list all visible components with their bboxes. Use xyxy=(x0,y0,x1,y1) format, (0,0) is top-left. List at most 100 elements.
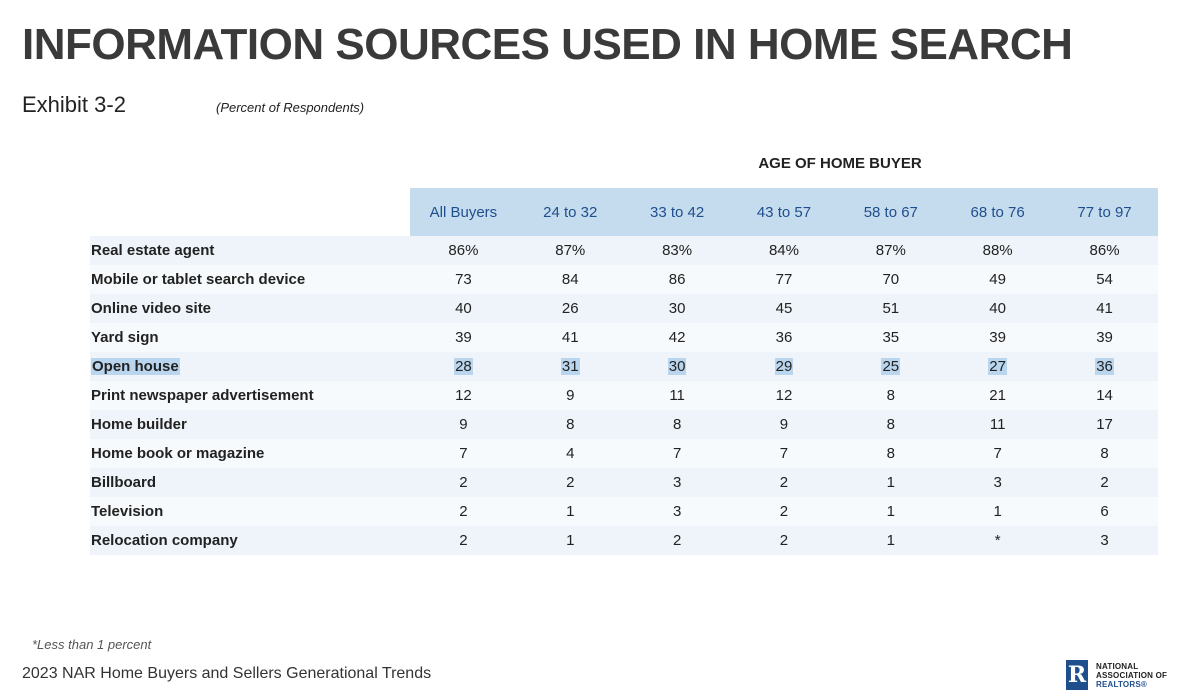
value-cell: 36 xyxy=(730,323,838,352)
cell-value: 2 xyxy=(779,532,789,549)
cell-value: 2 xyxy=(459,474,468,491)
cell-value: 88% xyxy=(982,242,1013,259)
cell-value: 21 xyxy=(989,387,1006,404)
table-row: Home builder 9 8 8 9 8 11 17 xyxy=(90,410,1158,439)
age-group-header: AGE OF HOME BUYER xyxy=(758,155,922,172)
row-label: Print newspaper advertisement xyxy=(91,387,314,404)
cell-value: 8 xyxy=(886,416,895,433)
cell-value: 11 xyxy=(989,416,1006,433)
column-header: 33 to 42 xyxy=(623,188,731,236)
row-label: Home builder xyxy=(91,416,187,433)
value-cell: 9 xyxy=(410,410,517,439)
value-cell: 29 xyxy=(730,352,838,381)
table-row: Relocation company 2 1 2 2 1 * 3 xyxy=(90,526,1158,555)
row-label-cell: Relocation company xyxy=(90,526,410,555)
cell-value: 35 xyxy=(882,329,900,346)
row-label-cell: Yard sign xyxy=(90,323,410,352)
row-label-cell: Home builder xyxy=(90,410,410,439)
cell-value: 9 xyxy=(779,416,789,433)
cell-value: 2 xyxy=(566,474,575,491)
cell-value: 1 xyxy=(566,532,575,549)
value-cell: 2 xyxy=(410,526,517,555)
value-cell: 8 xyxy=(623,410,731,439)
cell-value: 2 xyxy=(459,532,468,549)
cell-value: 17 xyxy=(1096,416,1113,433)
value-cell: 8 xyxy=(1051,439,1158,468)
value-cell: 2 xyxy=(1051,468,1158,497)
value-cell: 27 xyxy=(944,352,1052,381)
cell-value: 3 xyxy=(1100,532,1109,549)
value-cell: 86 xyxy=(623,265,731,294)
value-cell: 84 xyxy=(516,265,624,294)
value-cell: 30 xyxy=(623,352,731,381)
value-cell: 3 xyxy=(944,468,1052,497)
value-cell: 1 xyxy=(837,468,945,497)
logo-line: REALTORS® xyxy=(1096,679,1147,689)
column-header: All Buyers xyxy=(410,188,517,236)
realtor-r-icon: R xyxy=(1066,660,1088,690)
value-cell: 39 xyxy=(944,323,1052,352)
value-cell: 1 xyxy=(516,497,624,526)
value-cell: 39 xyxy=(410,323,517,352)
value-cell: 2 xyxy=(730,526,838,555)
value-cell: 12 xyxy=(730,381,838,410)
value-cell: 1 xyxy=(516,526,624,555)
cell-value: 83% xyxy=(662,242,693,259)
value-cell: 83% xyxy=(623,236,731,265)
cell-value: 31 xyxy=(560,358,580,375)
row-label-cell: Mobile or tablet search device xyxy=(90,265,410,294)
value-cell: 36 xyxy=(1051,352,1158,381)
value-cell: 7 xyxy=(623,439,731,468)
value-cell: 8 xyxy=(837,410,945,439)
cell-value: 25 xyxy=(881,358,901,375)
table-header-row: All Buyers 24 to 32 33 to 42 43 to 57 58… xyxy=(90,188,1158,236)
row-label-cell: Television xyxy=(90,497,410,526)
column-header: 43 to 57 xyxy=(730,188,838,236)
cell-value: 51 xyxy=(882,300,900,317)
value-cell: 6 xyxy=(1051,497,1158,526)
value-cell: 45 xyxy=(730,294,838,323)
cell-value: 1 xyxy=(886,503,895,520)
cell-value: 86% xyxy=(1089,242,1120,259)
row-label: Real estate agent xyxy=(91,242,215,259)
value-cell: 9 xyxy=(730,410,838,439)
cell-value: 7 xyxy=(993,445,1002,462)
subtitle: (Percent of Respondents) xyxy=(216,100,365,115)
cell-value: 1 xyxy=(886,474,895,491)
value-cell: 87% xyxy=(516,236,624,265)
value-cell: 77 xyxy=(730,265,838,294)
value-cell: * xyxy=(944,526,1052,555)
row-label-cell: Home book or magazine xyxy=(90,439,410,468)
cell-value: 12 xyxy=(455,387,472,404)
source-citation: 2023 NAR Home Buyers and Sellers Generat… xyxy=(22,665,432,682)
column-header: 77 to 97 xyxy=(1051,188,1158,236)
cell-value: 86 xyxy=(668,271,686,288)
table-row: Yard sign 39 41 42 36 35 39 39 xyxy=(90,323,1158,352)
exhibit-label: Exhibit 3-2 xyxy=(22,92,126,117)
cell-value: 2 xyxy=(779,503,789,520)
cell-value: 7 xyxy=(779,445,789,462)
cell-value: 3 xyxy=(672,503,682,520)
table-row: Print newspaper advertisement 12 9 11 12 8 21 1… xyxy=(90,381,1158,410)
table-row: Television 2 1 3 2 1 1 6 xyxy=(90,497,1158,526)
value-cell: 2 xyxy=(410,497,517,526)
value-cell: 8 xyxy=(837,381,945,410)
cell-value: 2 xyxy=(672,532,682,549)
value-cell: 17 xyxy=(1051,410,1158,439)
row-label: Mobile or tablet search device xyxy=(91,271,306,288)
value-cell: 2 xyxy=(730,497,838,526)
value-cell: 25 xyxy=(837,352,945,381)
cell-value: 40 xyxy=(455,300,472,317)
cell-value: 40 xyxy=(989,300,1006,317)
cell-value: 54 xyxy=(1096,271,1113,288)
cell-value: 49 xyxy=(989,271,1006,288)
cell-value: 41 xyxy=(1096,300,1113,317)
cell-value: 2 xyxy=(1100,474,1109,491)
value-cell: 49 xyxy=(944,265,1052,294)
value-cell: 73 xyxy=(410,265,517,294)
cell-value: 41 xyxy=(561,329,579,346)
value-cell: 51 xyxy=(837,294,945,323)
cell-value: 36 xyxy=(1095,358,1114,375)
value-cell: 12 xyxy=(410,381,517,410)
cell-value: 28 xyxy=(454,358,473,375)
